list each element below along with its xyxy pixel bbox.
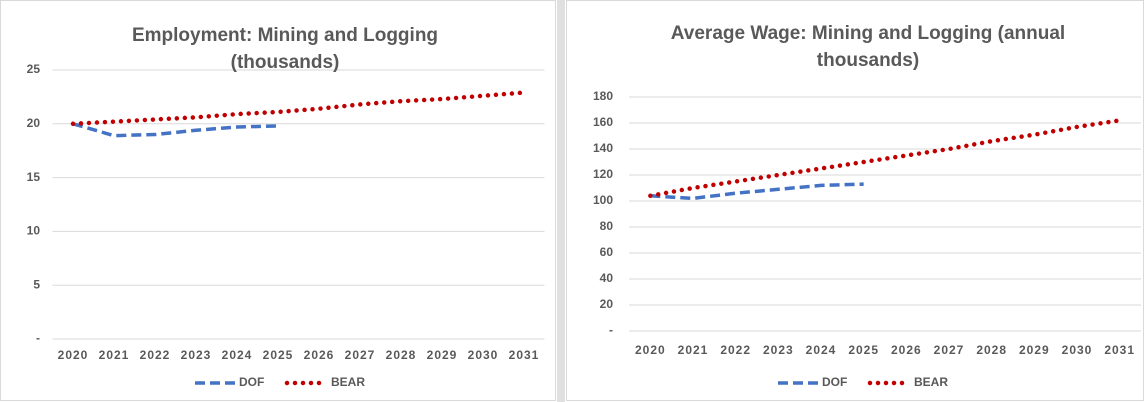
x-tick-label: 2030 [468, 348, 499, 362]
legend-label: DOF [239, 375, 264, 389]
legend-label: BEAR [331, 375, 365, 389]
y-tick-label: 15 [27, 170, 41, 184]
series-line [650, 182, 864, 201]
separator [557, 0, 565, 402]
x-tick-label: 2023 [181, 348, 212, 362]
y-tick-label: 40 [600, 271, 614, 285]
x-tick-label: 2025 [263, 348, 294, 362]
y-tick-label: 120 [593, 167, 613, 181]
y-tick-label: 60 [600, 245, 614, 259]
x-tick-label: 2024 [222, 348, 253, 362]
y-tick-label: - [609, 323, 613, 337]
series-line [648, 118, 1122, 199]
series-line [72, 122, 279, 138]
y-tick-label: 80 [600, 219, 614, 233]
y-tick-label: 160 [593, 115, 613, 129]
y-tick-label: 180 [593, 89, 613, 103]
y-tick-label: 10 [27, 224, 41, 238]
y-tick-label: 5 [33, 277, 40, 291]
x-tick-label: 2021 [99, 348, 130, 362]
x-tick-label: 2020 [635, 343, 666, 357]
legend-label: DOF [822, 375, 847, 389]
x-tick-label: 2024 [806, 343, 837, 357]
x-tick-label: 2025 [848, 343, 879, 357]
x-tick-label: 2030 [1062, 343, 1093, 357]
y-tick-label: 100 [593, 193, 613, 207]
y-tick-label: 140 [593, 141, 613, 155]
x-tick-label: 2029 [427, 348, 458, 362]
x-tick-label: 2026 [304, 348, 335, 362]
x-tick-label: 2029 [1019, 343, 1050, 357]
y-tick-label: 25 [27, 62, 41, 76]
x-tick-label: 2031 [1104, 343, 1135, 357]
x-tick-label: 2022 [720, 343, 751, 357]
x-tick-label: 2023 [763, 343, 794, 357]
x-tick-label: 2028 [976, 343, 1007, 357]
x-tick-label: 2031 [509, 348, 540, 362]
y-tick-label: 20 [27, 116, 41, 130]
panel [0, 0, 556, 401]
x-tick-label: 2026 [891, 343, 922, 357]
x-tick-label: 2027 [345, 348, 376, 362]
y-tick-label: - [36, 331, 40, 345]
x-tick-label: 2020 [58, 348, 89, 362]
x-tick-label: 2028 [386, 348, 417, 362]
legend-label: BEAR [914, 375, 948, 389]
x-tick-label: 2022 [140, 348, 171, 362]
chart-title: Employment: Mining and Logging (thousand… [131, 25, 439, 73]
y-tick-label: 20 [600, 297, 614, 311]
chart-title: Average Wage: Mining and Logging (annual… [670, 23, 1066, 71]
series-line [70, 90, 527, 127]
x-tick-label: 2021 [678, 343, 709, 357]
x-tick-label: 2027 [934, 343, 965, 357]
